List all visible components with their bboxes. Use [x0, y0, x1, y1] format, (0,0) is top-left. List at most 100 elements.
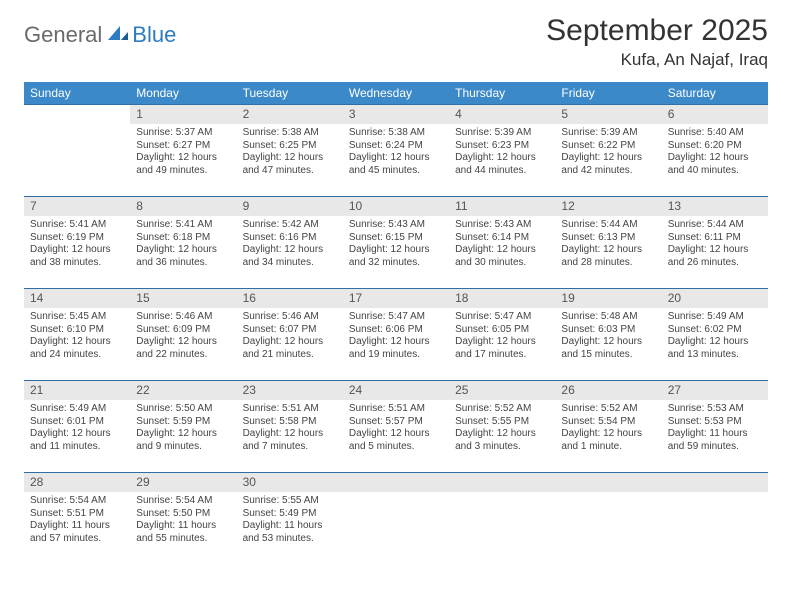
- logo-text-blue: Blue: [132, 22, 176, 48]
- sunset-text: Sunset: 6:16 PM: [243, 232, 337, 245]
- sunrise-text: Sunrise: 5:39 AM: [561, 127, 655, 140]
- logo-text-general: General: [24, 22, 102, 48]
- daylight-text: Daylight: 11 hours and 59 minutes.: [668, 428, 762, 453]
- cell-body: Sunrise: 5:41 AMSunset: 6:18 PMDaylight:…: [130, 216, 236, 273]
- daylight-text: Daylight: 12 hours and 15 minutes.: [561, 336, 655, 361]
- day-number: 27: [662, 380, 768, 400]
- daylight-text: Daylight: 12 hours and 5 minutes.: [349, 428, 443, 453]
- logo-sail-icon: [106, 24, 130, 47]
- day-number: 13: [662, 196, 768, 216]
- day-number: 9: [237, 196, 343, 216]
- logo: General Blue: [24, 22, 176, 48]
- calendar-cell: 23Sunrise: 5:51 AMSunset: 5:58 PMDayligh…: [237, 380, 343, 472]
- daylight-text: Daylight: 12 hours and 32 minutes.: [349, 244, 443, 269]
- calendar-cell: 24Sunrise: 5:51 AMSunset: 5:57 PMDayligh…: [343, 380, 449, 472]
- daylight-text: Daylight: 12 hours and 21 minutes.: [243, 336, 337, 361]
- sunrise-text: Sunrise: 5:48 AM: [561, 311, 655, 324]
- daylight-text: Daylight: 12 hours and 47 minutes.: [243, 152, 337, 177]
- sunrise-text: Sunrise: 5:43 AM: [349, 219, 443, 232]
- sunset-text: Sunset: 5:55 PM: [455, 416, 549, 429]
- daylight-text: Daylight: 11 hours and 53 minutes.: [243, 520, 337, 545]
- cell-body: Sunrise: 5:41 AMSunset: 6:19 PMDaylight:…: [24, 216, 130, 273]
- calendar-cell: 1Sunrise: 5:37 AMSunset: 6:27 PMDaylight…: [130, 104, 236, 196]
- day-header: Monday: [130, 82, 236, 104]
- cell-body: Sunrise: 5:48 AMSunset: 6:03 PMDaylight:…: [555, 308, 661, 365]
- sunrise-text: Sunrise: 5:43 AM: [455, 219, 549, 232]
- sunset-text: Sunset: 5:51 PM: [30, 508, 124, 521]
- sunset-text: Sunset: 6:11 PM: [668, 232, 762, 245]
- daylight-text: Daylight: 12 hours and 44 minutes.: [455, 152, 549, 177]
- cell-body: Sunrise: 5:43 AMSunset: 6:14 PMDaylight:…: [449, 216, 555, 273]
- sunset-text: Sunset: 6:15 PM: [349, 232, 443, 245]
- calendar-cell: [24, 104, 130, 196]
- day-header: Saturday: [662, 82, 768, 104]
- day-number: 8: [130, 196, 236, 216]
- sunrise-text: Sunrise: 5:54 AM: [136, 495, 230, 508]
- day-number: 22: [130, 380, 236, 400]
- sunrise-text: Sunrise: 5:37 AM: [136, 127, 230, 140]
- calendar-cell: 30Sunrise: 5:55 AMSunset: 5:49 PMDayligh…: [237, 472, 343, 564]
- cell-body: Sunrise: 5:52 AMSunset: 5:54 PMDaylight:…: [555, 400, 661, 457]
- sunrise-text: Sunrise: 5:49 AM: [668, 311, 762, 324]
- day-number: 15: [130, 288, 236, 308]
- calendar-cell: [662, 472, 768, 564]
- daylight-text: Daylight: 11 hours and 57 minutes.: [30, 520, 124, 545]
- sunset-text: Sunset: 6:06 PM: [349, 324, 443, 337]
- cell-body: Sunrise: 5:55 AMSunset: 5:49 PMDaylight:…: [237, 492, 343, 549]
- calendar-week: 7Sunrise: 5:41 AMSunset: 6:19 PMDaylight…: [24, 196, 768, 288]
- cell-body: Sunrise: 5:37 AMSunset: 6:27 PMDaylight:…: [130, 124, 236, 181]
- title-block: September 2025 Kufa, An Najaf, Iraq: [546, 14, 768, 70]
- sunset-text: Sunset: 6:22 PM: [561, 140, 655, 153]
- sunrise-text: Sunrise: 5:40 AM: [668, 127, 762, 140]
- day-header: Tuesday: [237, 82, 343, 104]
- day-number: 16: [237, 288, 343, 308]
- day-number: 21: [24, 380, 130, 400]
- sunrise-text: Sunrise: 5:49 AM: [30, 403, 124, 416]
- cell-body: Sunrise: 5:45 AMSunset: 6:10 PMDaylight:…: [24, 308, 130, 365]
- cell-body: Sunrise: 5:43 AMSunset: 6:15 PMDaylight:…: [343, 216, 449, 273]
- sunset-text: Sunset: 6:23 PM: [455, 140, 549, 153]
- day-header-row: SundayMondayTuesdayWednesdayThursdayFrid…: [24, 82, 768, 104]
- day-header: Sunday: [24, 82, 130, 104]
- sunrise-text: Sunrise: 5:41 AM: [30, 219, 124, 232]
- sunrise-text: Sunrise: 5:52 AM: [561, 403, 655, 416]
- sunset-text: Sunset: 5:49 PM: [243, 508, 337, 521]
- sunset-text: Sunset: 5:54 PM: [561, 416, 655, 429]
- sunrise-text: Sunrise: 5:42 AM: [243, 219, 337, 232]
- sunset-text: Sunset: 6:20 PM: [668, 140, 762, 153]
- cell-body: Sunrise: 5:54 AMSunset: 5:50 PMDaylight:…: [130, 492, 236, 549]
- day-number: 26: [555, 380, 661, 400]
- calendar-cell: 13Sunrise: 5:44 AMSunset: 6:11 PMDayligh…: [662, 196, 768, 288]
- cell-body: Sunrise: 5:53 AMSunset: 5:53 PMDaylight:…: [662, 400, 768, 457]
- sunrise-text: Sunrise: 5:55 AM: [243, 495, 337, 508]
- cell-body: Sunrise: 5:47 AMSunset: 6:06 PMDaylight:…: [343, 308, 449, 365]
- sunrise-text: Sunrise: 5:52 AM: [455, 403, 549, 416]
- cell-body: Sunrise: 5:46 AMSunset: 6:07 PMDaylight:…: [237, 308, 343, 365]
- day-number: 5: [555, 104, 661, 124]
- calendar-cell: 8Sunrise: 5:41 AMSunset: 6:18 PMDaylight…: [130, 196, 236, 288]
- day-number: 12: [555, 196, 661, 216]
- sunset-text: Sunset: 6:24 PM: [349, 140, 443, 153]
- calendar-cell: 21Sunrise: 5:49 AMSunset: 6:01 PMDayligh…: [24, 380, 130, 472]
- sunset-text: Sunset: 6:01 PM: [30, 416, 124, 429]
- calendar-week: 28Sunrise: 5:54 AMSunset: 5:51 PMDayligh…: [24, 472, 768, 564]
- sunrise-text: Sunrise: 5:53 AM: [668, 403, 762, 416]
- calendar-week: 14Sunrise: 5:45 AMSunset: 6:10 PMDayligh…: [24, 288, 768, 380]
- day-number: 11: [449, 196, 555, 216]
- day-number: 18: [449, 288, 555, 308]
- cell-body: Sunrise: 5:39 AMSunset: 6:23 PMDaylight:…: [449, 124, 555, 181]
- calendar-cell: 6Sunrise: 5:40 AMSunset: 6:20 PMDaylight…: [662, 104, 768, 196]
- daylight-text: Daylight: 12 hours and 28 minutes.: [561, 244, 655, 269]
- calendar-cell: 16Sunrise: 5:46 AMSunset: 6:07 PMDayligh…: [237, 288, 343, 380]
- calendar-cell: 20Sunrise: 5:49 AMSunset: 6:02 PMDayligh…: [662, 288, 768, 380]
- sunset-text: Sunset: 5:53 PM: [668, 416, 762, 429]
- day-number: 3: [343, 104, 449, 124]
- cell-body: Sunrise: 5:38 AMSunset: 6:25 PMDaylight:…: [237, 124, 343, 181]
- daylight-text: Daylight: 12 hours and 7 minutes.: [243, 428, 337, 453]
- calendar-cell: 19Sunrise: 5:48 AMSunset: 6:03 PMDayligh…: [555, 288, 661, 380]
- cell-body: Sunrise: 5:54 AMSunset: 5:51 PMDaylight:…: [24, 492, 130, 549]
- calendar-cell: 15Sunrise: 5:46 AMSunset: 6:09 PMDayligh…: [130, 288, 236, 380]
- sunrise-text: Sunrise: 5:45 AM: [30, 311, 124, 324]
- cell-body: Sunrise: 5:51 AMSunset: 5:57 PMDaylight:…: [343, 400, 449, 457]
- sunset-text: Sunset: 6:09 PM: [136, 324, 230, 337]
